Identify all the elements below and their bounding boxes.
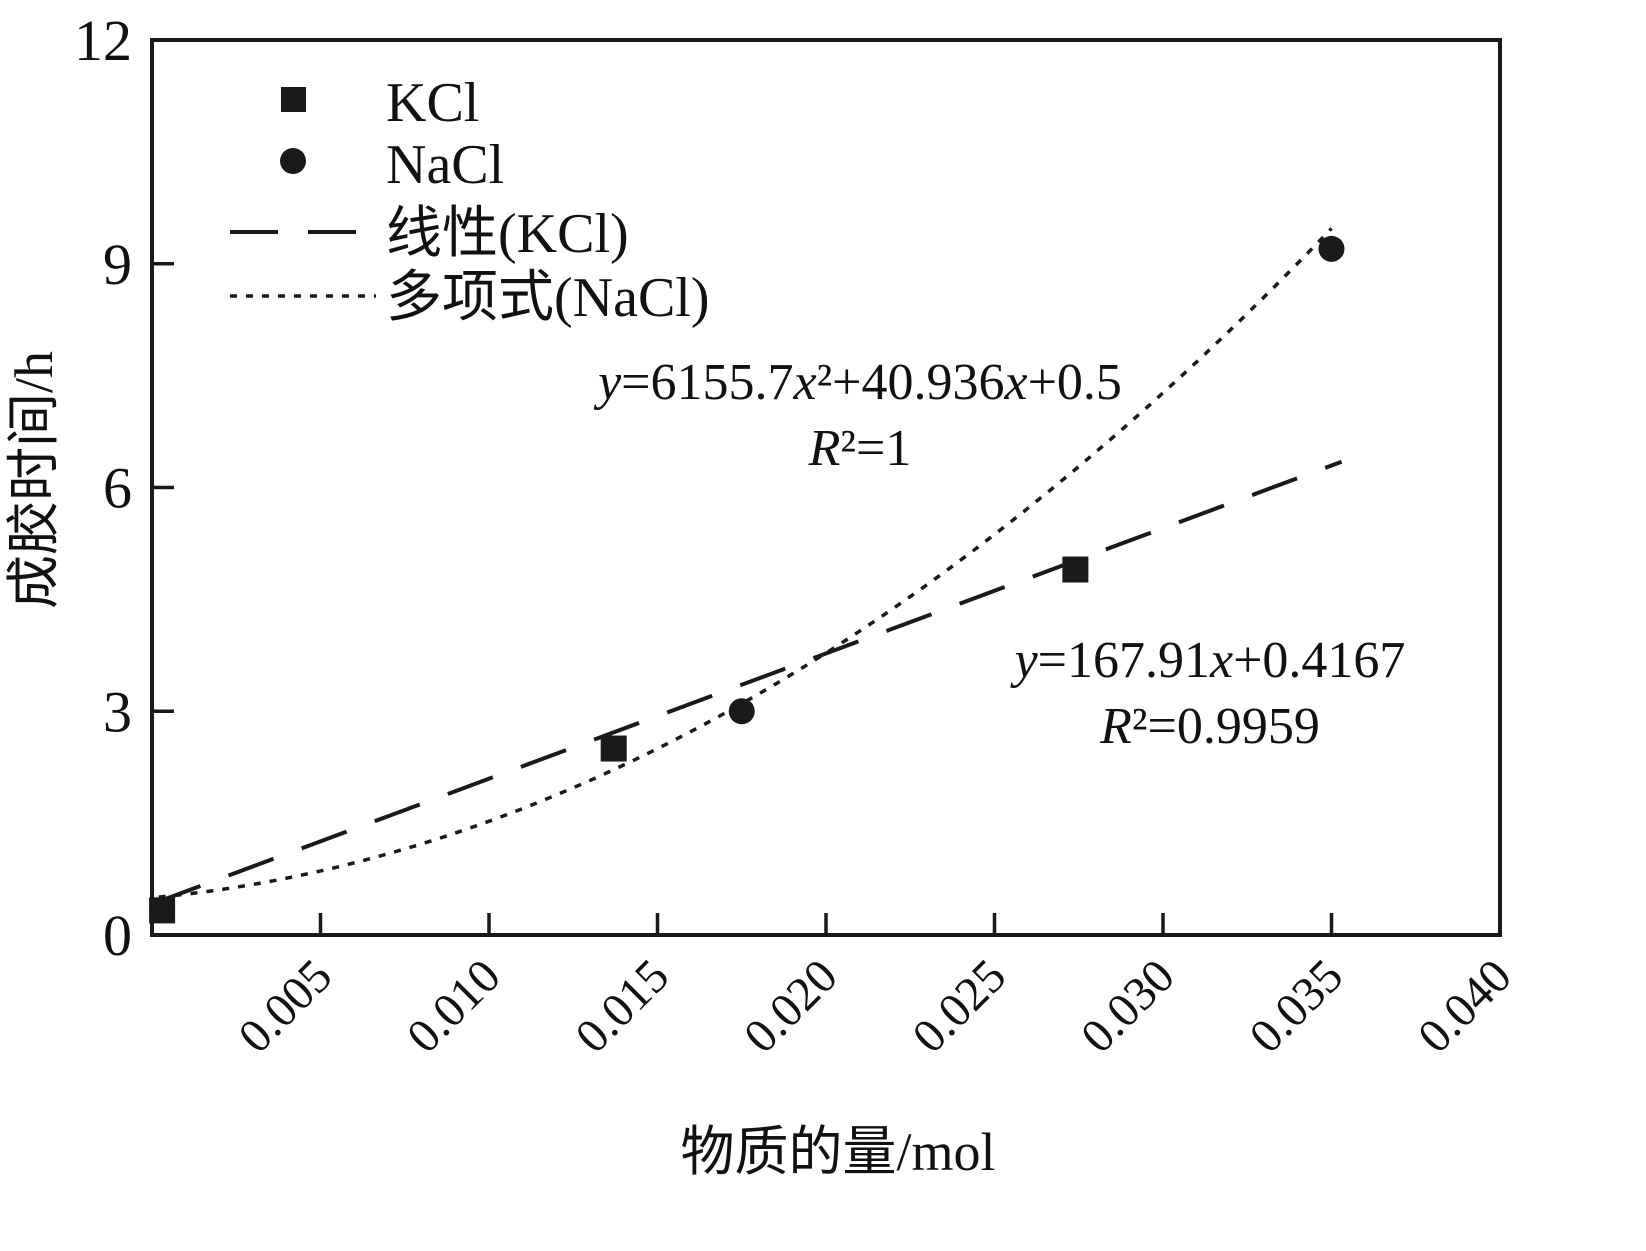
trendline-nacl <box>158 227 1333 899</box>
x-tick-label: 0.035 <box>1239 949 1353 1063</box>
kcl-equation: y=167.91x+0.4167 R²=0.9959 <box>930 628 1490 759</box>
legend-label-linear-kcl: 线性(KCl) <box>386 203 629 265</box>
y-tick-label: 9 <box>103 232 132 297</box>
x-tick-label: 0.005 <box>228 949 342 1063</box>
equation-line: R²=0.9959 <box>1100 697 1320 755</box>
y-tick-label: 3 <box>103 679 132 744</box>
x-tick-label: 0.020 <box>734 949 848 1063</box>
nacl-equation: y=6155.7x²+40.936x+0.5 R²=1 <box>460 350 1260 481</box>
x-tick-label: 0.010 <box>397 949 511 1063</box>
equation-line: R²=1 <box>808 419 912 477</box>
data-point-kcl <box>1062 556 1089 583</box>
equation-line: y=167.91x+0.4167 <box>1014 632 1406 689</box>
plot-frame <box>150 38 1502 937</box>
legend-label-nacl: NaCl <box>386 134 504 196</box>
y-tick-label: 0 <box>103 903 132 968</box>
x-tick-label: 0.030 <box>1071 949 1185 1063</box>
x-axis-title: 物质的量/mol <box>680 1122 995 1182</box>
series <box>149 227 1345 924</box>
y-tick-label: 12 <box>74 8 132 73</box>
x-tick-label: 0.015 <box>565 949 679 1063</box>
data-point-kcl <box>600 735 627 762</box>
legend-marker-square <box>281 87 306 112</box>
legend: KCl NaCl 线性(KCl) 多项式(NaCl) <box>230 72 710 329</box>
trendline-kcl <box>154 459 1343 905</box>
legend-label-poly-nacl: 多项式(NaCl) <box>386 267 710 329</box>
legend-label-kcl: KCl <box>386 72 479 134</box>
data-point-nacl <box>149 897 176 924</box>
y-axis-title: 成胶时间/h <box>4 351 64 609</box>
legend-marker-circle <box>280 148 306 174</box>
y-tick-label: 6 <box>103 456 132 521</box>
equation-line: y=6155.7x²+40.936x+0.5 <box>598 354 1122 411</box>
x-tick-label: 0.025 <box>902 949 1016 1063</box>
data-point-nacl <box>1318 235 1345 262</box>
x-tick-label: 0.040 <box>1408 949 1522 1063</box>
data-point-nacl <box>728 698 755 725</box>
